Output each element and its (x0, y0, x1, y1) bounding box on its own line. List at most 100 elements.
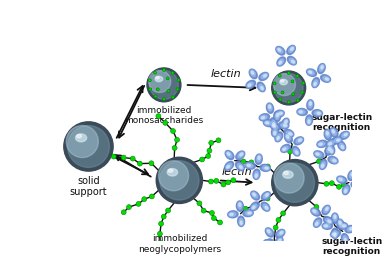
Ellipse shape (259, 84, 264, 91)
Ellipse shape (227, 165, 230, 168)
Ellipse shape (286, 131, 293, 136)
Circle shape (252, 203, 257, 208)
Circle shape (276, 218, 281, 222)
Ellipse shape (283, 148, 286, 150)
Ellipse shape (247, 164, 250, 166)
Ellipse shape (356, 185, 359, 187)
Ellipse shape (279, 244, 281, 247)
Circle shape (121, 210, 126, 215)
Ellipse shape (325, 131, 330, 137)
Ellipse shape (323, 217, 333, 225)
Text: sugar-lectin
recognition: sugar-lectin recognition (322, 237, 383, 256)
Ellipse shape (330, 230, 341, 237)
Ellipse shape (236, 151, 245, 160)
Circle shape (211, 216, 216, 221)
Ellipse shape (168, 169, 173, 172)
Ellipse shape (240, 221, 242, 224)
Circle shape (158, 231, 162, 236)
Ellipse shape (324, 225, 328, 227)
Circle shape (274, 73, 296, 96)
Ellipse shape (290, 47, 293, 50)
Ellipse shape (254, 172, 258, 178)
Ellipse shape (278, 49, 281, 51)
Circle shape (274, 163, 304, 193)
Circle shape (147, 68, 181, 102)
Ellipse shape (259, 72, 269, 80)
Ellipse shape (276, 229, 285, 238)
Ellipse shape (273, 129, 277, 136)
Ellipse shape (296, 151, 298, 154)
Ellipse shape (324, 130, 331, 140)
Ellipse shape (339, 143, 345, 150)
Ellipse shape (255, 154, 262, 164)
Ellipse shape (268, 104, 272, 111)
Ellipse shape (298, 139, 301, 141)
Ellipse shape (344, 133, 347, 136)
Circle shape (288, 149, 292, 154)
Ellipse shape (238, 202, 242, 209)
Ellipse shape (325, 78, 328, 80)
Circle shape (171, 128, 176, 134)
Ellipse shape (324, 206, 329, 212)
Ellipse shape (245, 162, 255, 169)
Text: lectin: lectin (211, 69, 241, 79)
Ellipse shape (252, 192, 258, 198)
Circle shape (324, 181, 329, 186)
Ellipse shape (267, 230, 270, 233)
Circle shape (154, 95, 157, 98)
Ellipse shape (239, 203, 241, 207)
Circle shape (156, 157, 202, 204)
Circle shape (163, 120, 168, 125)
Circle shape (296, 99, 299, 102)
Ellipse shape (315, 220, 320, 226)
Circle shape (161, 214, 166, 219)
Ellipse shape (309, 71, 312, 73)
Circle shape (209, 140, 214, 145)
Ellipse shape (339, 221, 341, 224)
Ellipse shape (280, 79, 287, 85)
Ellipse shape (338, 222, 348, 229)
Circle shape (149, 79, 151, 82)
Ellipse shape (319, 143, 322, 145)
Text: immobilized
monosaccharides: immobilized monosaccharides (124, 106, 203, 125)
Circle shape (301, 91, 304, 94)
Ellipse shape (342, 185, 350, 195)
Circle shape (156, 114, 161, 119)
Circle shape (142, 197, 147, 202)
Ellipse shape (294, 149, 299, 155)
Text: immobilized
neoglycopolymers: immobilized neoglycopolymers (138, 234, 221, 254)
Ellipse shape (277, 48, 283, 53)
Ellipse shape (314, 218, 322, 227)
Circle shape (158, 240, 163, 245)
Ellipse shape (331, 129, 336, 135)
Ellipse shape (270, 118, 277, 128)
Ellipse shape (322, 222, 332, 229)
Text: sugar-lectin
recognition: sugar-lectin recognition (312, 112, 373, 132)
Ellipse shape (343, 236, 347, 243)
Circle shape (172, 96, 174, 99)
Ellipse shape (332, 232, 338, 236)
Ellipse shape (327, 141, 334, 146)
Ellipse shape (284, 130, 294, 137)
Ellipse shape (312, 110, 323, 117)
Ellipse shape (338, 141, 346, 151)
Ellipse shape (265, 241, 271, 246)
Text: solid
support: solid support (70, 176, 107, 197)
Ellipse shape (338, 220, 343, 227)
Ellipse shape (155, 76, 163, 82)
Ellipse shape (260, 164, 270, 171)
Ellipse shape (345, 225, 355, 233)
Ellipse shape (297, 108, 307, 115)
Circle shape (231, 178, 236, 183)
Ellipse shape (263, 204, 269, 210)
Ellipse shape (326, 132, 328, 135)
Ellipse shape (328, 220, 331, 223)
Ellipse shape (236, 162, 244, 171)
Circle shape (197, 201, 202, 206)
Ellipse shape (311, 208, 320, 216)
Ellipse shape (227, 153, 230, 156)
Ellipse shape (333, 231, 337, 238)
Ellipse shape (226, 163, 232, 169)
Ellipse shape (258, 156, 260, 160)
Ellipse shape (292, 146, 300, 156)
